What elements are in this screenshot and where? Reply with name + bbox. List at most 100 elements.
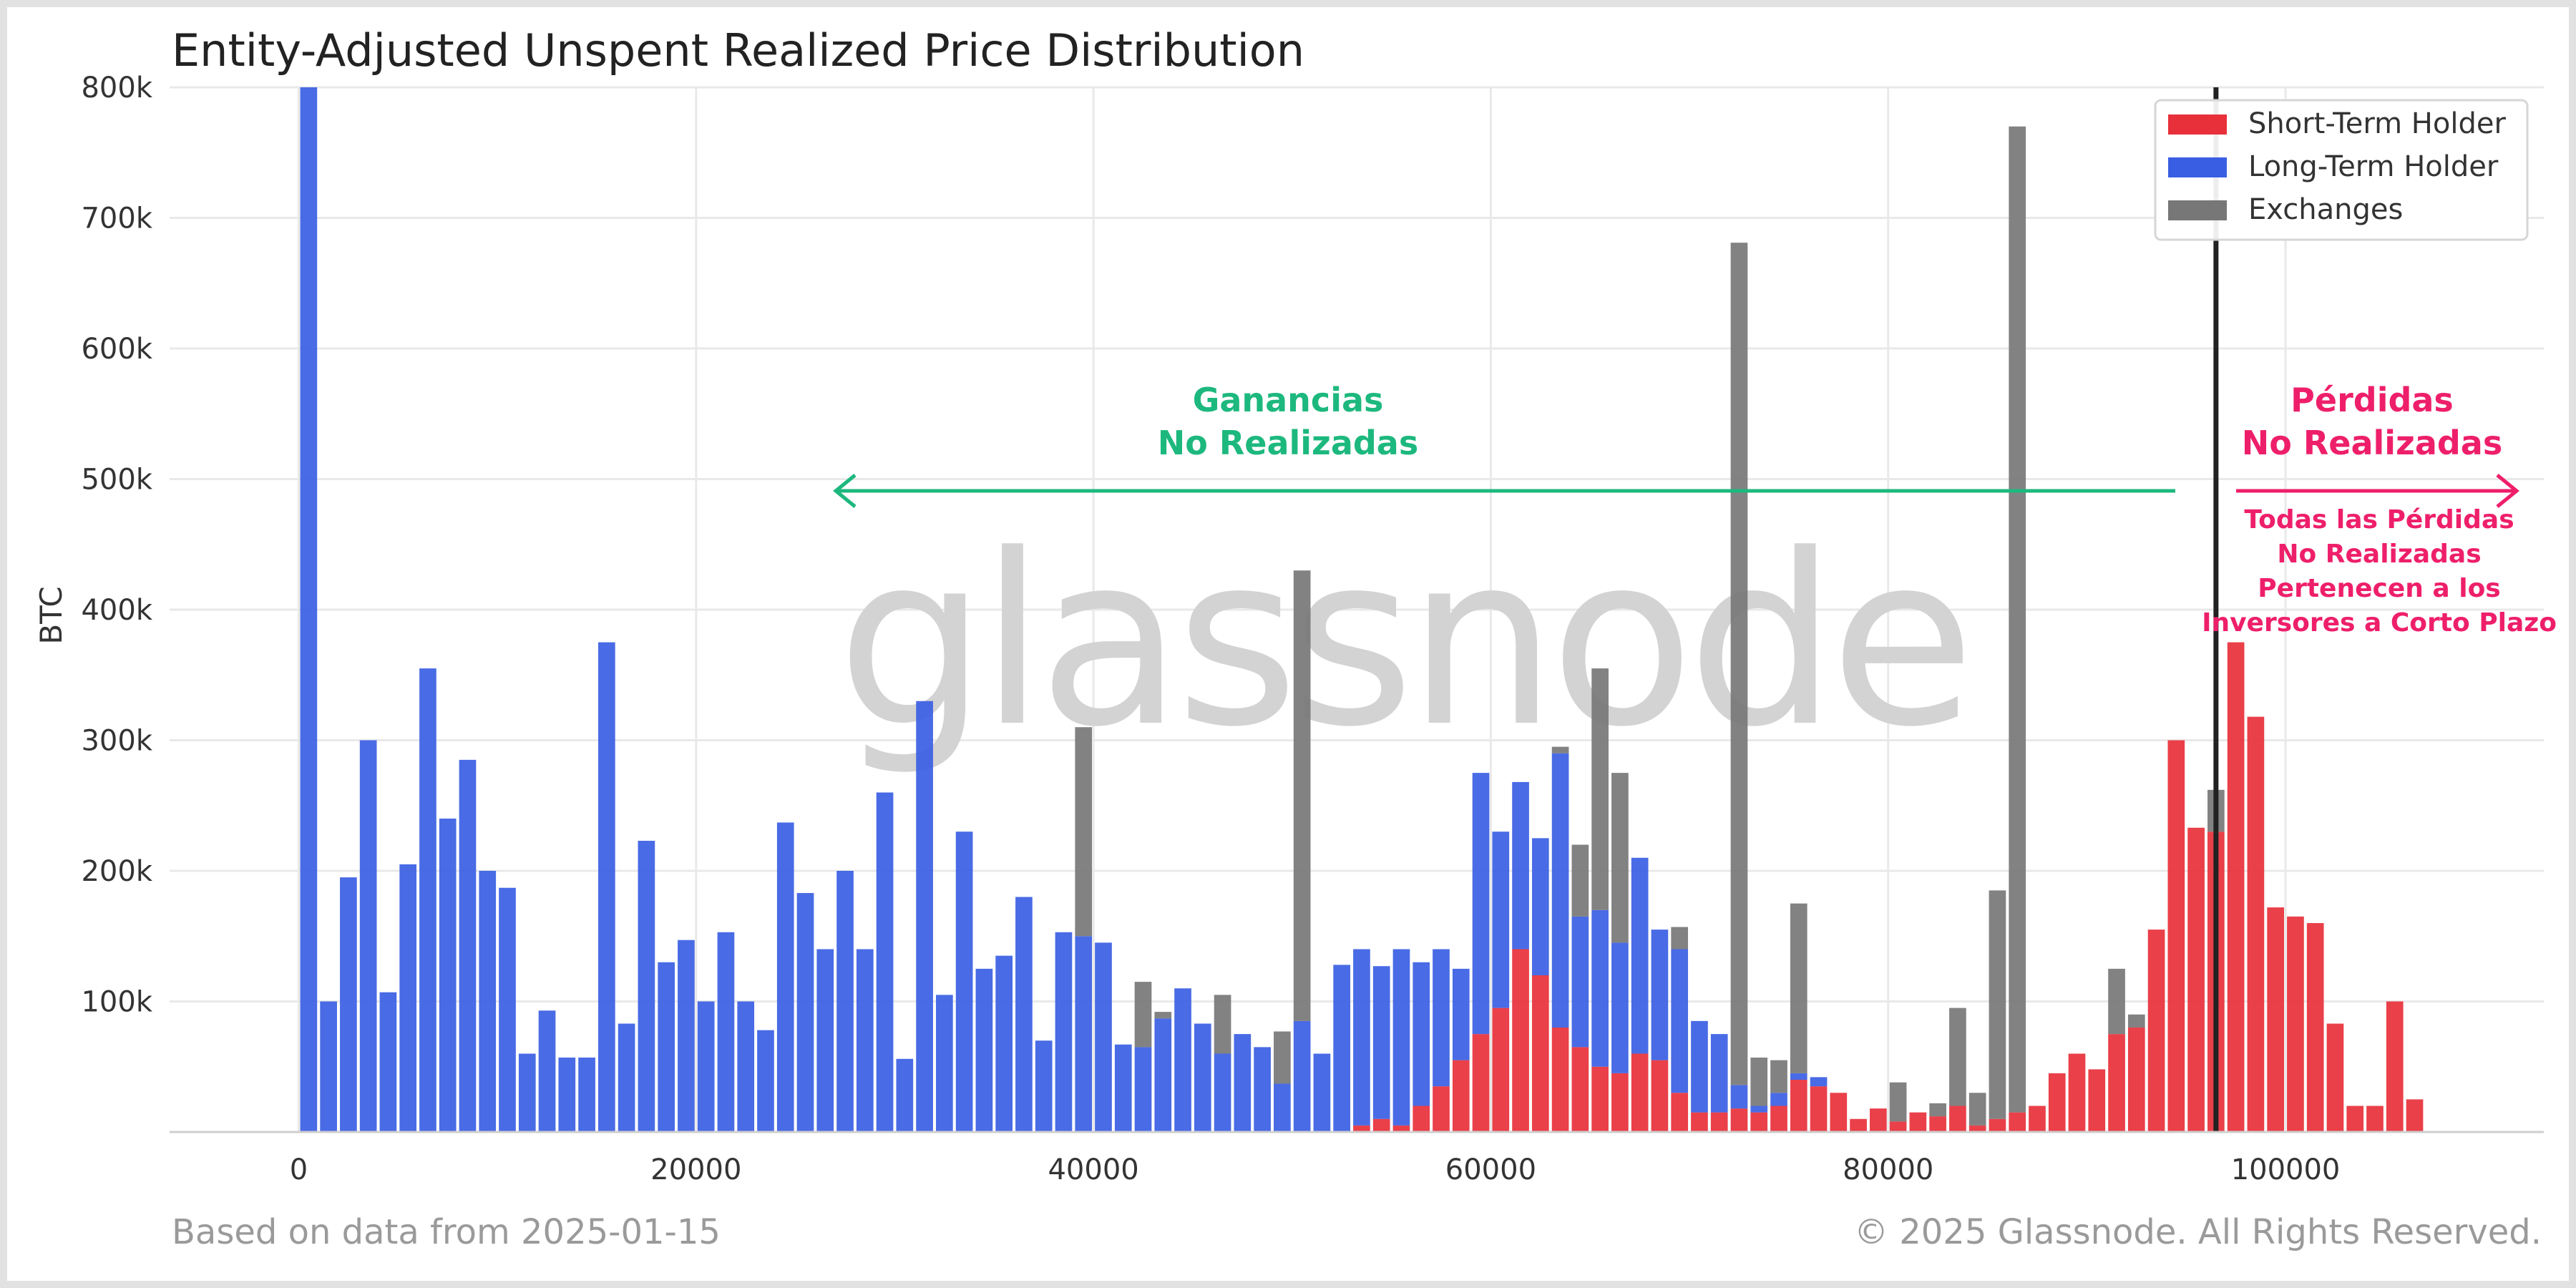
long-term-bar xyxy=(1372,966,1390,1119)
long-term-bar xyxy=(320,1001,337,1132)
long-term-bar xyxy=(499,887,516,1132)
exchanges-bar xyxy=(1790,903,1807,1073)
short-term-bar xyxy=(1531,975,1549,1132)
legend-label-short-term: Short-Term Holder xyxy=(2248,107,2506,140)
long-term-bar xyxy=(1194,1023,1211,1132)
short-term-bar xyxy=(1492,1008,1510,1132)
exchanges-bar xyxy=(1929,1103,1946,1117)
long-term-bar xyxy=(379,992,397,1132)
long-term-bar xyxy=(1730,1085,1748,1109)
short-term-bar xyxy=(1611,1073,1629,1132)
losses-note-line3: Pertenecen a los xyxy=(2258,574,2500,603)
gains-annotation: Ganancias No Realizadas xyxy=(833,381,2175,508)
watermark: glassnode xyxy=(837,504,1968,779)
y-tick-label: 300k xyxy=(81,725,152,758)
long-term-bar xyxy=(816,949,834,1132)
long-term-bar xyxy=(1174,988,1191,1132)
long-term-bar xyxy=(1095,942,1112,1132)
long-term-bar xyxy=(479,871,497,1132)
exchanges-bar xyxy=(1671,927,1689,950)
short-term-bar xyxy=(2247,716,2265,1132)
x-tick-labels: 0 20000 40000 60000 80000 100000 xyxy=(290,1153,2341,1186)
long-term-bar xyxy=(896,1058,914,1132)
losses-note-line2: No Realizadas xyxy=(2277,540,2481,569)
short-term-bar xyxy=(1452,1060,1470,1132)
exchanges-bar xyxy=(2009,126,2026,1113)
exchanges-bar xyxy=(1293,570,1311,1021)
long-term-bar xyxy=(1433,949,1450,1087)
footer-data-date: Based on data from 2025-01-15 xyxy=(172,1212,721,1252)
exchanges-bar xyxy=(2108,968,2125,1035)
long-term-bar xyxy=(419,668,436,1132)
short-term-bar xyxy=(1591,1066,1609,1132)
bars-layer xyxy=(300,87,2424,1132)
exchanges-bar xyxy=(1750,1057,1768,1106)
long-term-bar xyxy=(1353,949,1370,1126)
exchanges-bar xyxy=(1134,982,1152,1048)
long-term-bar xyxy=(1810,1077,1828,1087)
losses-note-line1: Todas las Pérdidas xyxy=(2244,505,2514,535)
y-tick-label: 700k xyxy=(81,203,152,235)
short-term-bar xyxy=(2306,923,2324,1132)
short-term-bar xyxy=(1989,1118,2006,1132)
losses-label-line1: Pérdidas xyxy=(2290,381,2454,419)
short-term-bar xyxy=(1433,1086,1450,1132)
short-term-bar xyxy=(1631,1053,1649,1132)
gains-arrow-head xyxy=(833,474,857,508)
long-term-bar xyxy=(796,893,814,1132)
losses-annotation: Pérdidas No Realizadas Todas las Pérdida… xyxy=(2202,381,2557,638)
short-term-bar xyxy=(2326,1023,2344,1132)
long-term-bar xyxy=(638,841,655,1132)
long-term-bar xyxy=(1452,968,1470,1060)
exchanges-bar xyxy=(1214,995,1231,1054)
long-term-bar xyxy=(518,1053,536,1132)
x-tick-label: 80000 xyxy=(1843,1153,1933,1186)
short-term-bar xyxy=(1413,1106,1430,1132)
short-term-bar xyxy=(1949,1106,1966,1132)
short-term-bar xyxy=(2406,1099,2424,1132)
long-term-bar xyxy=(757,1030,774,1132)
long-term-bar xyxy=(737,1001,755,1132)
short-term-bar xyxy=(1889,1121,1907,1132)
exchanges-bar xyxy=(1889,1082,1907,1122)
short-term-bar xyxy=(1551,1028,1569,1132)
long-term-bar xyxy=(1333,965,1351,1132)
long-term-bar xyxy=(439,819,457,1132)
long-term-bar xyxy=(658,962,675,1132)
exchanges-bar xyxy=(1154,1012,1172,1019)
short-term-bar xyxy=(1392,1125,1410,1132)
short-term-bar xyxy=(1790,1080,1807,1132)
y-tick-label: 800k xyxy=(81,72,152,104)
long-term-bar xyxy=(1611,942,1629,1073)
long-term-bar xyxy=(1691,1020,1708,1113)
long-term-bar xyxy=(538,1010,556,1132)
short-term-bar xyxy=(2029,1106,2046,1132)
long-term-bar xyxy=(1571,916,1589,1048)
long-term-bar xyxy=(598,642,615,1132)
gains-label-line1: Ganancias xyxy=(1193,381,1384,419)
long-term-bar xyxy=(1114,1044,1132,1132)
long-term-bar xyxy=(340,877,357,1132)
exchanges-bar xyxy=(2127,1014,2145,1028)
short-term-bar xyxy=(1909,1112,1927,1132)
y-tick-label: 600k xyxy=(81,333,152,366)
exchanges-bar xyxy=(1989,890,2006,1119)
long-term-bar xyxy=(1015,897,1033,1132)
short-term-bar xyxy=(2366,1106,2384,1132)
exchanges-bar xyxy=(1770,1060,1787,1093)
exchanges-bar xyxy=(1571,844,1589,917)
short-term-bar xyxy=(1571,1047,1589,1132)
long-term-bar xyxy=(1671,949,1689,1093)
long-term-bar xyxy=(359,740,377,1132)
long-term-bar xyxy=(995,955,1013,1132)
short-term-bar xyxy=(1968,1125,1986,1132)
legend: Short-Term Holder Long-Term Holder Excha… xyxy=(2154,99,2529,241)
long-term-bar xyxy=(1254,1047,1271,1132)
short-term-bar xyxy=(2287,916,2304,1132)
long-term-bar xyxy=(459,759,477,1132)
long-term-bar xyxy=(1413,962,1430,1106)
short-term-bar xyxy=(2346,1106,2364,1132)
long-term-bar xyxy=(1472,773,1490,1035)
long-term-bar xyxy=(618,1023,635,1132)
short-term-bar xyxy=(1691,1112,1708,1132)
